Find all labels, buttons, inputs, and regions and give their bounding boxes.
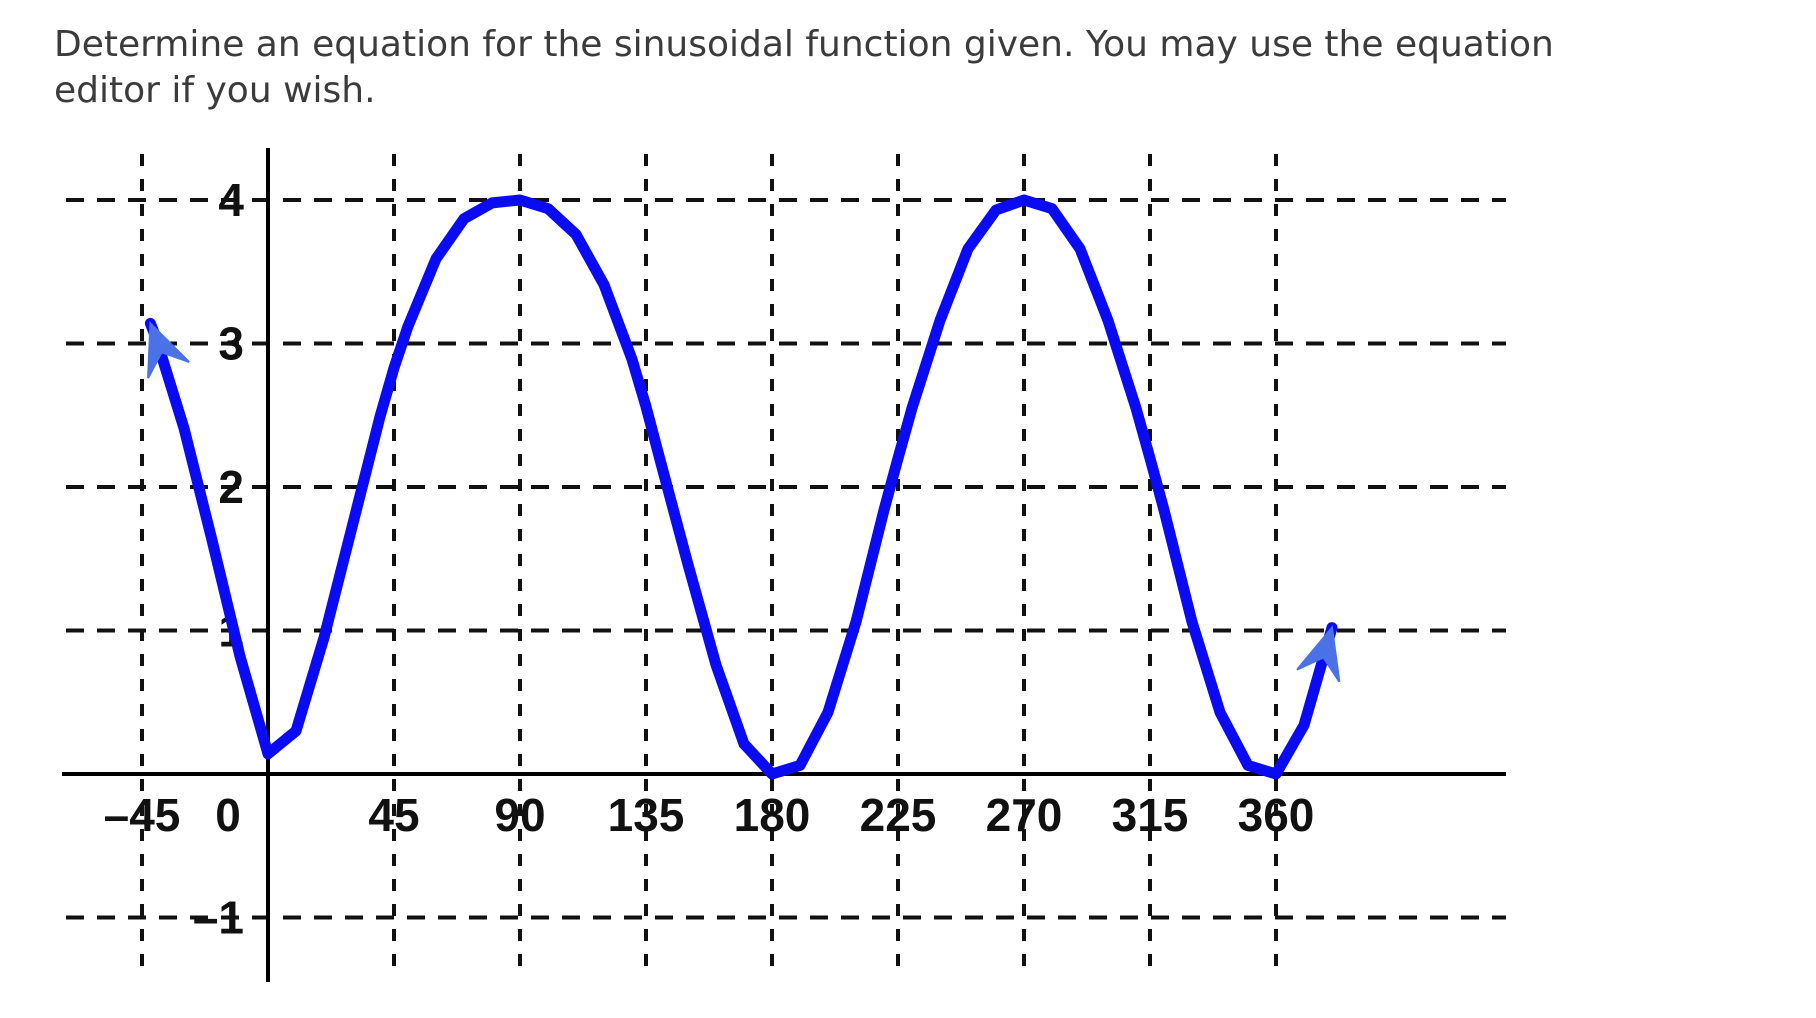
left-arrow-head	[147, 321, 190, 379]
question-prompt: Determine an equation for the sinusoidal…	[54, 22, 1554, 114]
prompt-line-1: Determine an equation for the sinusoidal…	[54, 24, 1554, 65]
y-tick-label: 3	[218, 318, 244, 370]
curve-arrows	[147, 321, 1341, 683]
axes	[62, 148, 1506, 982]
x-tick-label: –45	[104, 789, 181, 841]
grid-lines	[66, 154, 1506, 978]
x-tick-label: 360	[1238, 789, 1315, 841]
x-tick-label: 180	[734, 789, 811, 841]
prompt-line-2: editor if you wish.	[54, 70, 376, 111]
right-arrow-head	[1296, 625, 1341, 683]
x-tick-label: 0	[215, 789, 241, 841]
x-tick-label: 45	[368, 789, 419, 841]
x-tick-label: 90	[494, 789, 545, 841]
x-tick-label: 270	[986, 789, 1063, 841]
sinusoid-curve	[144, 194, 1338, 780]
y-tick-label: 4	[218, 174, 244, 226]
y-tick-label: –1	[193, 892, 244, 944]
x-tick-label: 315	[1112, 789, 1189, 841]
x-tick-label: 135	[608, 789, 685, 841]
y-tick-label: 2	[218, 461, 244, 513]
series-layer	[144, 194, 1338, 780]
x-tick-label: 225	[860, 789, 937, 841]
